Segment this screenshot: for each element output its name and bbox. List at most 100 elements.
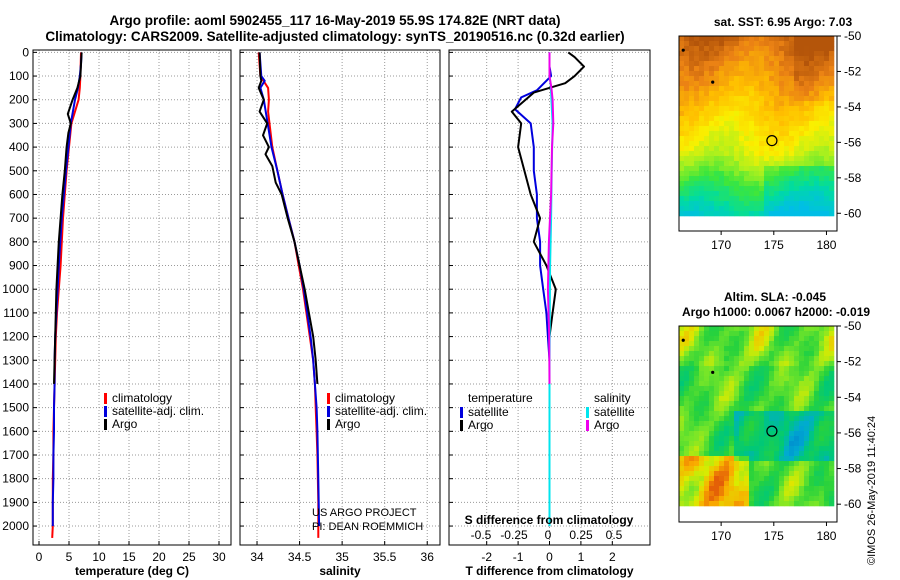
map-cell xyxy=(799,371,805,377)
map-cell xyxy=(769,111,775,117)
map-cell xyxy=(819,41,825,47)
map-cell xyxy=(724,61,730,67)
map-cell xyxy=(754,396,760,402)
map-cell xyxy=(749,91,755,97)
map-cell xyxy=(799,96,805,102)
map-cell xyxy=(704,161,710,167)
map-cell xyxy=(739,81,745,87)
map-cell xyxy=(804,56,810,62)
map-cell xyxy=(784,136,790,142)
map-cell xyxy=(734,86,740,92)
map-cell xyxy=(749,101,755,107)
map-cell xyxy=(829,186,835,192)
map-cell xyxy=(759,176,765,182)
map-cell xyxy=(739,371,745,377)
map-cell xyxy=(704,416,710,422)
map-cell xyxy=(764,86,770,92)
map-cell xyxy=(779,451,785,457)
legend-label: satellite-adj. clim. xyxy=(335,404,427,418)
map-cell xyxy=(754,171,760,177)
map-cell xyxy=(829,66,835,72)
map-cell xyxy=(694,46,700,52)
map-cell xyxy=(709,361,715,367)
map-cell xyxy=(679,411,685,417)
map-cell xyxy=(699,76,705,82)
map-cell xyxy=(829,481,835,487)
map-cell xyxy=(814,71,820,77)
map-cell xyxy=(749,191,755,197)
map-cell xyxy=(754,451,760,457)
map-cell xyxy=(734,366,740,372)
map-cell xyxy=(734,326,740,332)
y-tick-label: 700 xyxy=(9,211,29,225)
map-cell xyxy=(824,341,830,347)
map-cell xyxy=(759,481,765,487)
map-cell xyxy=(764,416,770,422)
map-cell xyxy=(794,381,800,387)
map-cell xyxy=(774,376,780,382)
map-cell xyxy=(809,96,815,102)
map-cell xyxy=(744,191,750,197)
map-cell xyxy=(684,121,690,127)
map-cell xyxy=(799,131,805,137)
legend-swatch xyxy=(104,406,107,417)
map-cell xyxy=(779,411,785,417)
legend-title-salinity: salinity xyxy=(594,391,631,405)
map-cell xyxy=(794,386,800,392)
map-cell xyxy=(734,356,740,362)
map-cell xyxy=(764,466,770,472)
map-cell xyxy=(709,396,715,402)
map-cell xyxy=(819,386,825,392)
map-cell xyxy=(764,111,770,117)
map-cell xyxy=(794,176,800,182)
map-cell xyxy=(804,96,810,102)
map-cell xyxy=(759,121,765,127)
map-cell xyxy=(679,456,685,462)
map-cell xyxy=(814,386,820,392)
map-cell xyxy=(794,471,800,477)
map-cell xyxy=(739,56,745,62)
map-cell xyxy=(679,166,685,172)
map-cell xyxy=(789,186,795,192)
map-cell xyxy=(824,431,830,437)
map-cell xyxy=(794,496,800,502)
map-cell xyxy=(744,131,750,137)
map-cell xyxy=(699,371,705,377)
map-cell xyxy=(724,186,730,192)
map-cell xyxy=(799,196,805,202)
map-cell xyxy=(769,466,775,472)
map-cell xyxy=(699,71,705,77)
map-cell xyxy=(754,191,760,197)
map-cell xyxy=(734,101,740,107)
map-cell xyxy=(704,411,710,417)
map-cell xyxy=(679,101,685,107)
map-cell xyxy=(829,466,835,472)
map-cell xyxy=(814,141,820,147)
legend-label: Argo xyxy=(468,418,494,432)
map-cell xyxy=(799,61,805,67)
map-raster xyxy=(679,326,835,507)
map-cell xyxy=(689,486,695,492)
map-cell xyxy=(719,451,725,457)
map-cell xyxy=(694,461,700,467)
map-cell xyxy=(694,191,700,197)
map-cell xyxy=(779,91,785,97)
map-cell xyxy=(714,101,720,107)
map-cell xyxy=(684,91,690,97)
map-cell xyxy=(799,41,805,47)
map-cell xyxy=(754,66,760,72)
map-cell xyxy=(809,461,815,467)
map-cell xyxy=(819,351,825,357)
map-cell xyxy=(729,496,735,502)
map-cell xyxy=(804,456,810,462)
map-cell xyxy=(779,431,785,437)
map-cell xyxy=(809,206,815,212)
map-cell xyxy=(734,431,740,437)
map-cell xyxy=(779,36,785,42)
map-cell xyxy=(809,141,815,147)
map-cell xyxy=(804,116,810,122)
map-cell xyxy=(824,176,830,182)
map-cell xyxy=(749,136,755,142)
map-cell xyxy=(689,76,695,82)
map-cell xyxy=(734,186,740,192)
